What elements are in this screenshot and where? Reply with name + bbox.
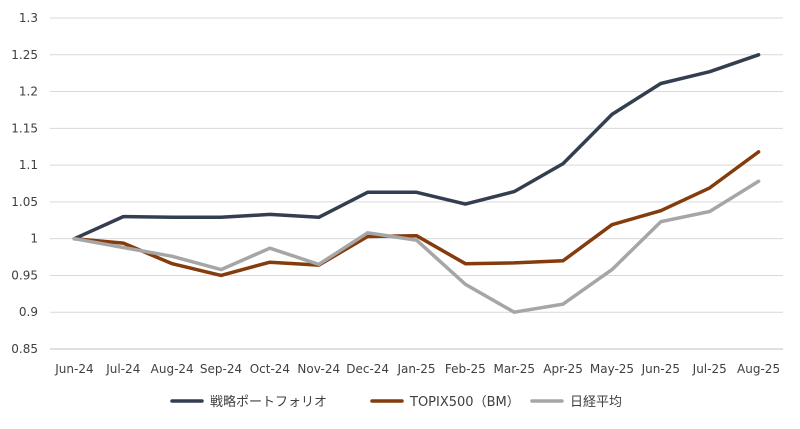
y-tick-label: 0.85 bbox=[11, 342, 38, 356]
data-point bbox=[170, 262, 174, 266]
data-point bbox=[317, 262, 321, 266]
x-tick-label: Mar-25 bbox=[493, 362, 534, 376]
y-tick-label: 1.15 bbox=[11, 121, 38, 135]
data-point bbox=[757, 53, 761, 57]
y-tick-label: 0.9 bbox=[19, 305, 38, 319]
data-point bbox=[366, 231, 370, 235]
data-point bbox=[463, 282, 467, 286]
x-tick-label: Jun-24 bbox=[54, 362, 93, 376]
y-tick-label: 0.95 bbox=[11, 268, 38, 282]
data-point bbox=[512, 310, 516, 314]
x-tick-label: Jul-25 bbox=[692, 362, 727, 376]
legend-label: TOPIX500（BM） bbox=[409, 395, 520, 410]
data-point bbox=[757, 179, 761, 183]
series-3 bbox=[72, 179, 761, 314]
x-tick-label: Aug-24 bbox=[151, 362, 194, 376]
y-axis-tick-labels: 0.85 0.9 0.95 1 1.05 1.1 1.15 1.2 1.25 1.3 bbox=[11, 11, 38, 356]
data-point bbox=[268, 212, 272, 216]
legend-item-2: TOPIX500（BM） bbox=[370, 395, 520, 410]
series-line bbox=[72, 179, 761, 314]
x-tick-label: Dec-24 bbox=[346, 362, 389, 376]
data-point bbox=[268, 260, 272, 264]
data-point bbox=[659, 81, 663, 85]
data-point bbox=[610, 268, 614, 272]
x-tick-label: Apr-25 bbox=[543, 362, 583, 376]
data-point bbox=[610, 112, 614, 116]
y-tick-label: 1 bbox=[30, 232, 38, 246]
legend-item-1: 戦略ポートフォリオ bbox=[170, 394, 327, 410]
x-tick-label: Jun-25 bbox=[641, 362, 680, 376]
data-point bbox=[512, 190, 516, 194]
x-tick-label: May-25 bbox=[590, 362, 634, 376]
data-point bbox=[72, 237, 76, 241]
data-point bbox=[708, 186, 712, 190]
data-point bbox=[708, 209, 712, 213]
x-tick-label: Aug-25 bbox=[737, 362, 780, 376]
legend-label: 戦略ポートフォリオ bbox=[210, 394, 327, 410]
legend-label: 日経平均 bbox=[570, 395, 622, 410]
legend: 戦略ポートフォリオ TOPIX500（BM） 日経平均 bbox=[170, 394, 622, 410]
data-point bbox=[366, 234, 370, 238]
data-point bbox=[610, 223, 614, 227]
y-tick-label: 1.2 bbox=[19, 85, 38, 99]
data-point bbox=[708, 70, 712, 74]
series-lines bbox=[72, 53, 761, 314]
y-tick-label: 1.25 bbox=[11, 48, 38, 62]
data-point bbox=[121, 241, 125, 245]
data-point bbox=[170, 215, 174, 219]
data-point bbox=[561, 302, 565, 306]
y-tick-label: 1.05 bbox=[11, 195, 38, 209]
legend-item-3: 日経平均 bbox=[530, 395, 622, 410]
x-tick-label: Sep-24 bbox=[200, 362, 242, 376]
x-tick-label: Jan-25 bbox=[396, 362, 435, 376]
data-point bbox=[317, 215, 321, 219]
y-tick-label: 1.1 bbox=[19, 158, 38, 172]
data-point bbox=[415, 234, 418, 238]
data-point bbox=[463, 202, 467, 206]
data-point bbox=[512, 261, 516, 265]
data-point bbox=[268, 246, 272, 250]
data-point bbox=[366, 190, 370, 194]
data-point bbox=[757, 150, 761, 154]
x-tick-label: Jul-24 bbox=[105, 362, 140, 376]
x-tick-label: Nov-24 bbox=[297, 362, 340, 376]
data-point bbox=[415, 238, 418, 242]
data-point bbox=[659, 209, 663, 213]
data-point bbox=[170, 254, 174, 258]
x-tick-label: Oct-24 bbox=[250, 362, 290, 376]
data-point bbox=[415, 190, 418, 194]
x-axis-tick-labels: Jun-24 Jul-24 Aug-24 Sep-24 Oct-24 Nov-24 Dec-… bbox=[54, 362, 780, 376]
data-point bbox=[561, 259, 565, 263]
data-point bbox=[561, 162, 565, 166]
data-point bbox=[219, 215, 223, 219]
gridlines bbox=[50, 17, 783, 350]
data-point bbox=[463, 262, 467, 266]
x-tick-label: Feb-25 bbox=[445, 362, 486, 376]
data-point bbox=[219, 268, 223, 272]
y-tick-label: 1.3 bbox=[19, 11, 38, 25]
data-point bbox=[121, 215, 125, 219]
data-point bbox=[121, 245, 125, 249]
data-point bbox=[659, 220, 663, 224]
data-point bbox=[219, 273, 223, 277]
